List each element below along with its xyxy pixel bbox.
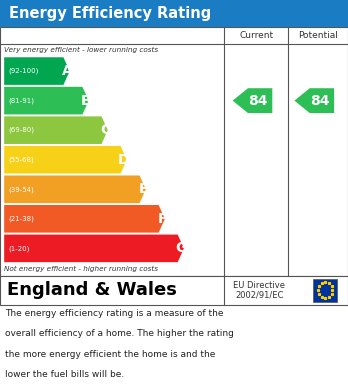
Polygon shape — [232, 88, 272, 113]
Text: 84: 84 — [248, 93, 268, 108]
Text: E: E — [138, 182, 148, 196]
Text: B: B — [81, 93, 91, 108]
Text: (1-20): (1-20) — [8, 245, 30, 252]
Text: F: F — [157, 212, 167, 226]
Polygon shape — [4, 235, 184, 262]
Text: The energy efficiency rating is a measure of the: The energy efficiency rating is a measur… — [5, 309, 224, 318]
Text: England & Wales: England & Wales — [7, 281, 177, 300]
Bar — [0, 27, 348, 276]
Text: Potential: Potential — [298, 30, 338, 40]
Text: (21-38): (21-38) — [8, 215, 34, 222]
Polygon shape — [4, 57, 70, 85]
Text: 84: 84 — [310, 93, 330, 108]
Text: (81-91): (81-91) — [8, 97, 34, 104]
Text: EU Directive: EU Directive — [233, 281, 285, 290]
Text: D: D — [118, 153, 130, 167]
Text: overall efficiency of a home. The higher the rating: overall efficiency of a home. The higher… — [5, 329, 234, 338]
Polygon shape — [4, 117, 108, 144]
Text: G: G — [175, 241, 187, 255]
Text: Very energy efficient - lower running costs: Very energy efficient - lower running co… — [4, 47, 158, 53]
Text: C: C — [100, 123, 110, 137]
Text: Current: Current — [239, 30, 274, 40]
Text: (92-100): (92-100) — [8, 68, 39, 74]
Text: 2002/91/EC: 2002/91/EC — [235, 291, 284, 300]
Polygon shape — [4, 205, 165, 233]
Polygon shape — [4, 176, 146, 203]
Bar — [0, 0, 348, 27]
Bar — [0, 276, 348, 305]
Polygon shape — [4, 87, 89, 115]
Text: (55-68): (55-68) — [8, 156, 34, 163]
Text: the more energy efficient the home is and the: the more energy efficient the home is an… — [5, 350, 216, 359]
Text: lower the fuel bills will be.: lower the fuel bills will be. — [5, 370, 125, 379]
Text: Energy Efficiency Rating: Energy Efficiency Rating — [9, 6, 211, 21]
Text: A: A — [62, 64, 72, 78]
Text: (69-80): (69-80) — [8, 127, 34, 133]
Bar — [314, 278, 338, 302]
Text: Not energy efficient - higher running costs: Not energy efficient - higher running co… — [4, 266, 158, 273]
Text: (39-54): (39-54) — [8, 186, 34, 192]
Polygon shape — [294, 88, 334, 113]
Polygon shape — [4, 146, 127, 174]
